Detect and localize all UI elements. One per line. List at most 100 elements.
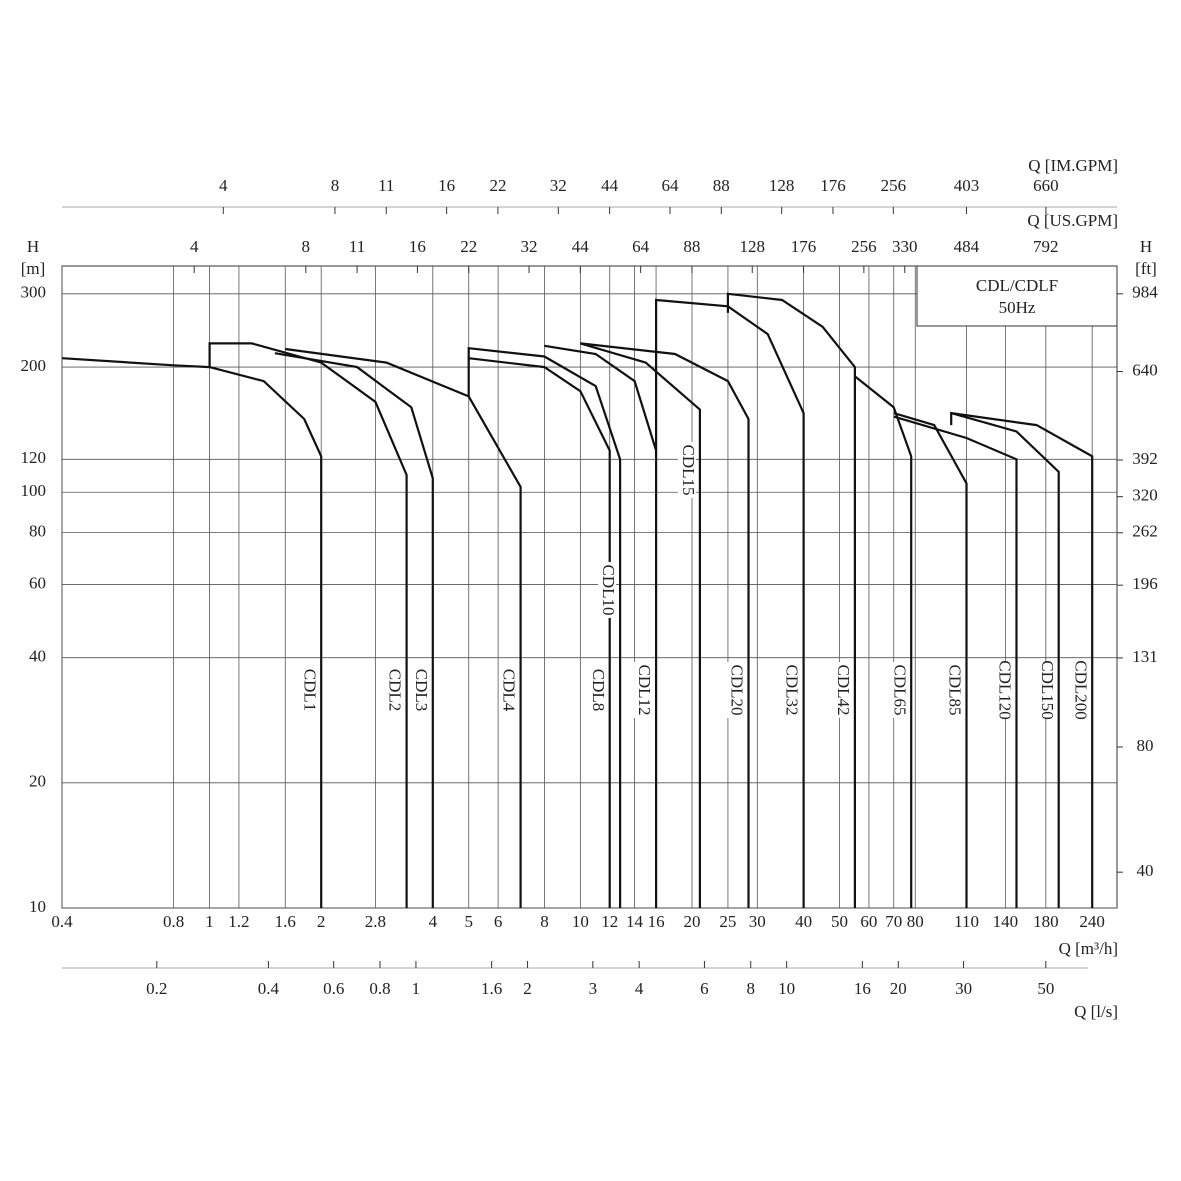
x-tick-label: 2 (317, 912, 326, 931)
legend-subtitle: 50Hz (999, 298, 1036, 317)
y2-tick-label: 984 (1132, 283, 1158, 302)
series-label: CDL1 (300, 669, 319, 712)
pump-curve (544, 344, 658, 908)
y-tick-label: 120 (21, 448, 47, 467)
secondary-tick-label: 660 (1033, 176, 1059, 195)
secondary-tick-label: 11 (349, 237, 365, 256)
pump-curve (580, 342, 750, 908)
secondary-tick-label: 64 (632, 237, 650, 256)
series-label: CDL200 (1071, 660, 1090, 720)
series-label: CDL2 (386, 669, 405, 712)
secondary-tick-label: 176 (820, 176, 846, 195)
secondary-tick-label: 403 (954, 176, 980, 195)
y-axis-unit: [m] (21, 259, 46, 278)
legend-title: CDL/CDLF (976, 276, 1058, 295)
label-bg (1036, 662, 1055, 718)
series-label: CDL150 (1038, 660, 1057, 720)
pump-curve (951, 412, 1094, 908)
series-label: CDL85 (946, 665, 965, 716)
secondary-tick-label: 8 (746, 979, 755, 998)
y2-axis-unit: [ft] (1135, 259, 1157, 278)
pump-curve (893, 415, 1018, 908)
secondary-tick-label: 88 (683, 237, 700, 256)
label-bg (410, 662, 429, 718)
label-bg (299, 662, 318, 718)
y2-tick-label: 131 (1132, 647, 1158, 666)
secondary-tick-label: 4 (219, 176, 228, 195)
x-tick-label: 30 (749, 912, 766, 931)
secondary-tick-label: 16 (854, 979, 871, 998)
x-tick-label: 1.2 (228, 912, 249, 931)
x-tick-label: 14 (626, 912, 644, 931)
x-tick-label: 80 (907, 912, 924, 931)
pump-curve (854, 375, 913, 908)
label-bg (832, 662, 851, 718)
label-bg (634, 662, 653, 718)
secondary-tick-label: 88 (713, 176, 730, 195)
secondary-tick-label: 8 (302, 237, 311, 256)
secondary-tick-label: 16 (409, 237, 426, 256)
x-tick-label: 25 (719, 912, 736, 931)
label-bg (384, 662, 403, 718)
x-tick-label: 1.6 (275, 912, 296, 931)
x-tick-label: 40 (795, 912, 812, 931)
secondary-tick-label: 30 (955, 979, 972, 998)
secondary-tick-label: 4 (190, 237, 199, 256)
x-tick-label: 70 (885, 912, 902, 931)
pump-curve (950, 411, 1060, 908)
secondary-tick-label: 256 (881, 176, 907, 195)
secondary-tick-label: 128 (769, 176, 795, 195)
x-tick-label: 16 (648, 912, 665, 931)
x-tick-label: 140 (993, 912, 1019, 931)
series-label: CDL120 (996, 660, 1015, 720)
secondary-tick-label: 8 (331, 176, 340, 195)
x-tick-label: 20 (684, 912, 701, 931)
secondary-tick-label: 64 (661, 176, 679, 195)
secondary-tick-label: 22 (460, 237, 477, 256)
secondary-tick-label: 2 (523, 979, 532, 998)
y-tick-label: 10 (29, 897, 46, 916)
pump-curve (580, 342, 701, 908)
x-tick-label: 5 (464, 912, 473, 931)
series-label: CDL10 (599, 565, 618, 616)
x-tick-label: 180 (1033, 912, 1059, 931)
series-label: CDL65 (890, 665, 909, 716)
x-tick-label: 8 (540, 912, 549, 931)
secondary-tick-label: 3 (589, 979, 598, 998)
x-tick-label: 50 (831, 912, 848, 931)
y-tick-label: 20 (29, 772, 46, 791)
series-label: CDL12 (635, 665, 654, 716)
secondary-tick-label: 44 (601, 176, 619, 195)
y2-tick-label: 320 (1132, 486, 1158, 505)
y-tick-label: 200 (21, 356, 47, 375)
secondary-tick-label: 11 (378, 176, 394, 195)
x-axis-title: Q [m³/h] (1059, 939, 1118, 958)
pump-curve (726, 292, 856, 908)
secondary-tick-label: 6 (700, 979, 709, 998)
x-tick-label: 60 (860, 912, 877, 931)
y2-axis-title: H (1140, 237, 1152, 256)
y-tick-label: 100 (21, 481, 47, 500)
series-label: CDL3 (412, 669, 431, 712)
x-tick-label: 0.8 (163, 912, 184, 931)
x-tick-label: 0.4 (51, 912, 73, 931)
x-tick-label: 2.8 (365, 912, 386, 931)
y2-tick-label: 262 (1132, 522, 1158, 541)
y-tick-label: 40 (29, 647, 46, 666)
y2-tick-label: 80 (1137, 736, 1154, 755)
secondary-tick-label: 128 (740, 237, 766, 256)
secondary-axis-title: Q [l/s] (1074, 1002, 1118, 1021)
label-bg (781, 662, 800, 718)
label-bg (726, 662, 745, 718)
label-bg (1070, 662, 1089, 718)
secondary-tick-label: 256 (851, 237, 877, 256)
y2-tick-label: 640 (1132, 360, 1158, 379)
x-tick-label: 110 (954, 912, 979, 931)
y2-tick-label: 196 (1132, 574, 1158, 593)
secondary-tick-label: 4 (635, 979, 644, 998)
secondary-tick-label: 330 (892, 237, 918, 256)
label-bg (587, 662, 606, 718)
pump-curve (274, 352, 434, 908)
secondary-tick-label: 792 (1033, 237, 1059, 256)
pump-curve (467, 356, 611, 908)
